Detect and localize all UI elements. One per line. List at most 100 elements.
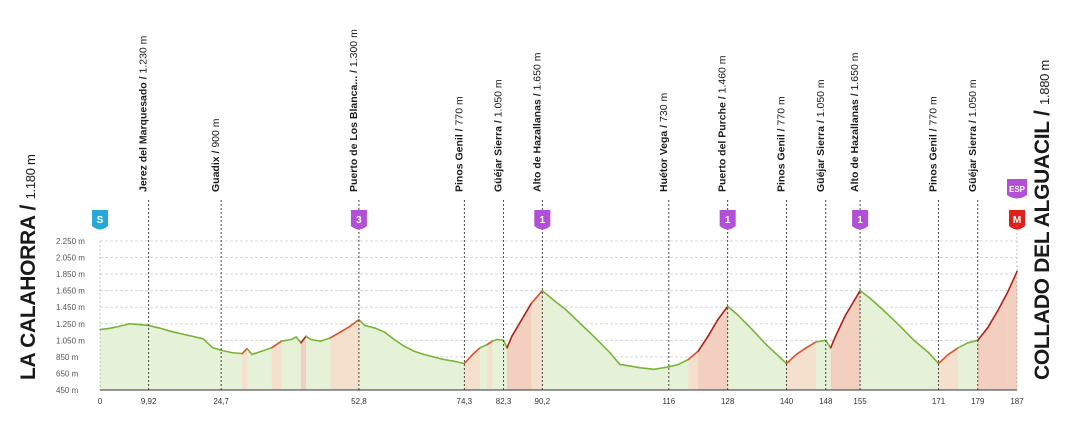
- profile-segment: [463, 353, 474, 365]
- climb-badge: ESP: [1007, 179, 1027, 199]
- y-tick-label: 450 m: [56, 386, 79, 395]
- profile-segment: [502, 339, 508, 349]
- climb-badge: 3: [350, 210, 367, 230]
- profile-segment: [550, 297, 567, 311]
- climb-shade: [806, 341, 816, 390]
- profile-segment: [491, 338, 499, 342]
- profile-segment: [976, 327, 989, 342]
- profile-segment: [967, 339, 979, 344]
- climb-shade: [997, 293, 1008, 390]
- profile-segment: [295, 336, 302, 344]
- waypoint-label: Pinos Genil / 770 m: [928, 96, 940, 192]
- profile-segment: [358, 318, 366, 327]
- climb-shade: [271, 341, 282, 390]
- climb-shade: [464, 354, 473, 390]
- waypoint-label: Guadix / 900 m: [210, 118, 222, 192]
- profile-segment: [795, 346, 807, 356]
- profile-segment: [638, 366, 655, 371]
- x-tick-label: 148: [819, 397, 833, 406]
- profile-segment: [947, 346, 959, 356]
- profile-segment: [805, 341, 817, 349]
- profile-segment: [147, 324, 160, 329]
- profile-segment: [530, 289, 544, 304]
- profile-segment: [393, 338, 405, 347]
- profile-segment: [957, 342, 969, 349]
- profile-segment: [717, 305, 729, 321]
- badge-label: 1: [857, 215, 863, 226]
- x-tick-label: 155: [853, 397, 867, 406]
- profile-segment: [339, 325, 351, 333]
- profile-segment: [442, 358, 454, 362]
- x-tick-label: 128: [721, 397, 735, 406]
- waypoint-label: Alto de Hazallanas / 1.650 m: [531, 52, 543, 192]
- climb-badge: 1: [534, 210, 551, 230]
- start-location-label: LA CALAHORRA / 1.180 m: [17, 155, 41, 380]
- climb-badge: M: [1009, 210, 1025, 230]
- profile-segment: [128, 322, 141, 326]
- profile-segment: [486, 340, 494, 346]
- climb-shade: [531, 290, 543, 390]
- climb-shade: [977, 327, 988, 390]
- y-tick-label: 2.050 m: [56, 254, 85, 263]
- climb-shade: [845, 290, 861, 390]
- x-tick-label: 52,8: [351, 397, 367, 406]
- climb-shade: [487, 341, 493, 390]
- climb-shade: [511, 319, 522, 390]
- profile-segment: [751, 328, 768, 347]
- climb-shade: [521, 303, 532, 390]
- waypoint-label: Jerez del Marquesado / 1.230 m: [138, 35, 150, 192]
- profile-segment: [172, 331, 190, 337]
- profile-segment: [118, 322, 131, 328]
- profile-segment: [927, 351, 940, 365]
- profile-segment: [859, 289, 871, 299]
- x-tick-label: 140: [780, 397, 794, 406]
- profile-segment: [844, 289, 861, 317]
- profile-segment: [1006, 270, 1018, 294]
- x-tick-label: 90,2: [535, 397, 551, 406]
- profile-segment: [697, 335, 709, 352]
- climb-shade: [786, 354, 797, 390]
- waypoint-label: Pinos Genil / 770 m: [776, 96, 788, 192]
- badge-shape: [719, 210, 736, 230]
- profile-segment: [937, 353, 950, 365]
- profile-segment: [511, 318, 523, 337]
- y-tick-label: 1.850 m: [56, 270, 85, 279]
- climb-badge: 1: [719, 210, 736, 230]
- waypoint-label: Puerto de Los Blanca... / 1.300 m: [348, 29, 360, 192]
- profile-segment: [246, 347, 253, 356]
- profile-segment: [300, 335, 307, 344]
- profile-segment: [373, 327, 386, 333]
- profile-segment: [506, 335, 513, 349]
- badge-shape: [534, 210, 551, 230]
- profile-segment: [707, 318, 719, 337]
- profile-segment: [785, 353, 798, 365]
- y-tick-label: 650 m: [56, 369, 79, 378]
- profile-segment: [834, 314, 847, 337]
- profile-segment: [364, 324, 376, 329]
- x-tick-label: 82,3: [496, 397, 512, 406]
- badge-label: M: [1013, 215, 1021, 226]
- profile-segment: [280, 338, 293, 342]
- profile-segment: [319, 337, 332, 342]
- climb-shade: [717, 306, 728, 390]
- profile-segment: [687, 350, 700, 361]
- elevation-area: [100, 271, 1017, 390]
- x-tick-label: 24,7: [213, 397, 229, 406]
- waypoint-label: Güéjar Sierra / 1.050 m: [493, 79, 505, 192]
- profile-segment: [883, 310, 901, 327]
- climb-shade: [835, 315, 846, 390]
- badge-shape: [1007, 179, 1027, 199]
- climb-shade: [796, 347, 807, 390]
- profile-segment: [99, 327, 111, 331]
- y-tick-label: 2.250 m: [56, 237, 85, 246]
- profile-segment: [898, 324, 915, 342]
- badge-label: S: [97, 215, 104, 226]
- profile-segment: [677, 358, 690, 366]
- profile-segment: [766, 344, 788, 365]
- profile-segment: [290, 336, 297, 341]
- badge-shape: [92, 210, 108, 230]
- profile-segment: [869, 297, 886, 313]
- finish-name: COLLADO DEL ALGUACIL /: [1031, 110, 1054, 380]
- profile-segment: [824, 339, 832, 349]
